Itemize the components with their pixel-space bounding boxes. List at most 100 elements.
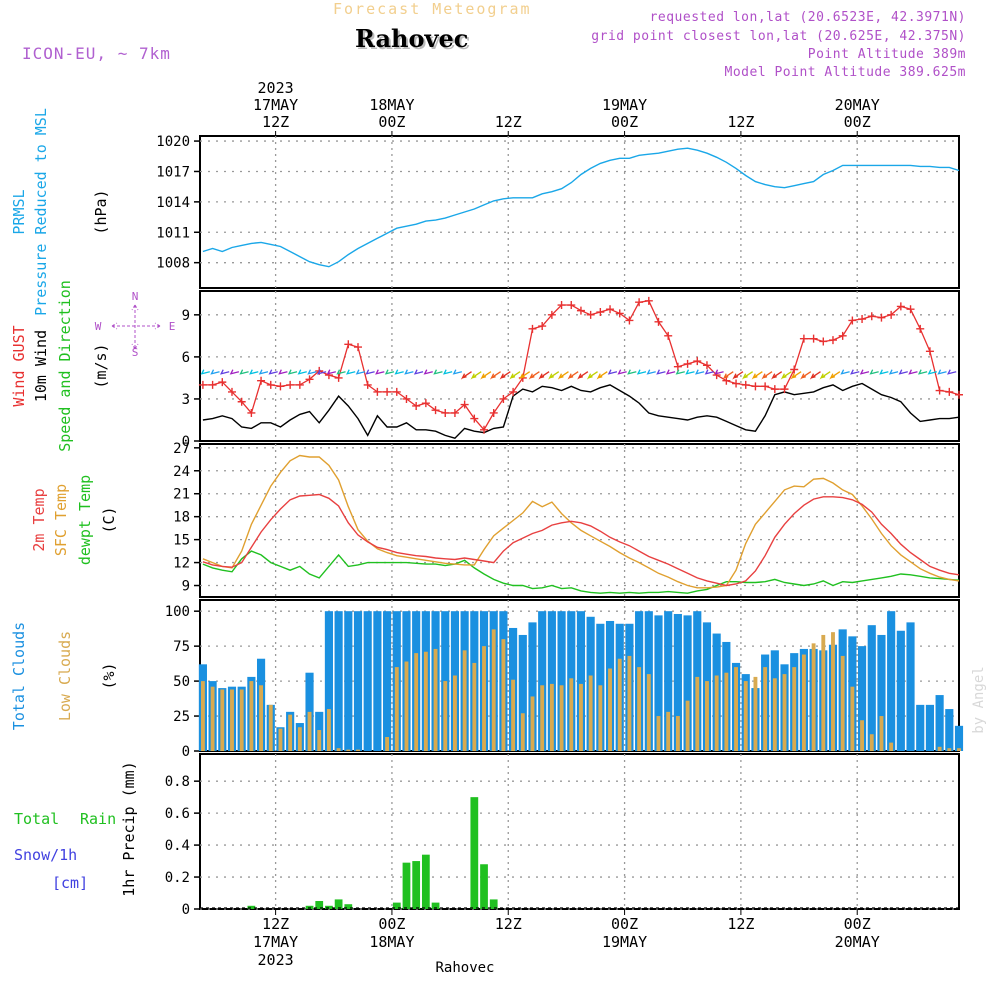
low-cloud-bar [879, 716, 884, 751]
wind-arrow [316, 369, 327, 375]
rain-bar [489, 899, 498, 909]
gust-mark [383, 387, 392, 396]
low-cloud-bar [239, 689, 244, 751]
wind-ytick-label: 6 [182, 350, 190, 366]
wind-ytick-label: 0 [182, 434, 190, 450]
gust-mark [945, 387, 954, 396]
gust-mark [828, 336, 837, 345]
wind-arrow [200, 369, 210, 375]
gust-mark [625, 316, 634, 325]
temperature-ytick-label: 12 [173, 556, 190, 572]
gust-mark [654, 317, 663, 326]
low-cloud-bar [840, 655, 845, 751]
dewpt-line [202, 550, 960, 594]
low-cloud-bar [297, 727, 302, 751]
location-title: Rahovec [355, 24, 469, 53]
wind-arrow [879, 369, 889, 375]
low-cloud-bar [200, 681, 205, 751]
gust-mark [799, 334, 808, 343]
low-cloud-bar [278, 728, 283, 751]
low-cloud-bar [268, 704, 273, 751]
total-cloud-bar [373, 611, 382, 751]
requested-coords: requested lon,lat (20.6523E, 42.3971N) [649, 10, 966, 25]
top-time-label: 2023 [258, 79, 294, 97]
low-cloud-bar [792, 667, 797, 751]
total-cloud-bar [353, 611, 363, 751]
low-cloud-bar [608, 668, 612, 751]
gust-mark [528, 324, 537, 333]
wind-arrow [480, 371, 492, 380]
wind-arrow [898, 369, 908, 375]
rain-bar [392, 902, 401, 909]
low-cloud-bar [811, 643, 816, 751]
wind-arrow [278, 369, 288, 375]
total-cloud-bar [344, 611, 353, 751]
low-cloud-bar [869, 734, 874, 751]
gust-mark [664, 331, 673, 340]
wind-arrow [210, 369, 220, 375]
wind-arrow [908, 369, 918, 375]
model-label: ICON-EU, ~ 7km [22, 44, 171, 63]
wind-arrow [249, 369, 259, 375]
wind-arrow [722, 371, 734, 380]
precip-rain-label: Rain [80, 810, 116, 828]
bottom-time-label: 12Z [495, 915, 522, 933]
gust-mark [887, 310, 896, 319]
wind-arrow [557, 371, 569, 380]
low-cloud-bar [462, 650, 467, 751]
low-cloud-bar [520, 713, 525, 751]
pressure-ytick-label: 1017 [156, 164, 190, 180]
clouds-label-low: Low Clouds [56, 631, 74, 721]
gust-mark [257, 376, 266, 385]
brand-title: Forecast Meteogram [333, 0, 532, 18]
gust-mark [392, 387, 401, 396]
clouds-label-total: Total Clouds [10, 622, 28, 730]
total-cloud-bar [673, 613, 682, 751]
rain-bar [421, 854, 430, 909]
wind-arrow [413, 369, 424, 375]
precip-total-label: Total [14, 810, 59, 828]
wind-unit: (m/s) [92, 343, 110, 388]
wind-arrow [617, 369, 627, 375]
wind-arrow [741, 371, 754, 380]
low-cloud-bar [259, 685, 264, 751]
wind-arrow [656, 369, 666, 375]
wind-ytick-label: 3 [182, 392, 190, 408]
gust-mark [877, 313, 886, 322]
pressure-ytick-label: 1011 [156, 225, 190, 241]
footer-location: Rahovec [435, 960, 494, 976]
rain-bar [470, 797, 479, 909]
compass-w: W [95, 320, 102, 333]
wind-arrow [423, 369, 433, 375]
low-cloud-bar [714, 675, 719, 751]
wind-arrow [326, 369, 336, 375]
wind-arrow [809, 371, 821, 380]
low-cloud-bar [957, 748, 961, 751]
rain-bar [480, 864, 488, 909]
gust-mark [344, 340, 353, 349]
total-cloud-bar [887, 611, 896, 751]
gust-mark [363, 380, 372, 389]
wind-arrow [780, 371, 792, 380]
wind-arrow [761, 371, 773, 380]
low-cloud-bar [772, 678, 777, 751]
top-time-label: 19MAY [602, 96, 647, 114]
low-cloud-bar [579, 683, 583, 751]
low-cloud-bar [326, 709, 331, 751]
low-cloud-bar [288, 714, 293, 751]
temp-unit: (C) [100, 506, 118, 533]
gust-mark [916, 324, 925, 333]
gust-mark [305, 375, 314, 384]
low-cloud-bar [559, 685, 564, 751]
low-cloud-bar [346, 749, 351, 751]
gust-mark [557, 301, 566, 310]
compass-s: S [132, 346, 139, 359]
clouds-ytick-label: 50 [173, 674, 190, 690]
total-cloud-bar [547, 611, 556, 751]
wind-arrow [869, 369, 879, 375]
model-altitude: Model Point Altitude 389.625m [724, 65, 966, 80]
compass-rose-icon [111, 304, 161, 350]
low-cloud-bar [782, 674, 787, 751]
wind-arrow [548, 371, 560, 380]
low-cloud-bar [385, 737, 390, 751]
